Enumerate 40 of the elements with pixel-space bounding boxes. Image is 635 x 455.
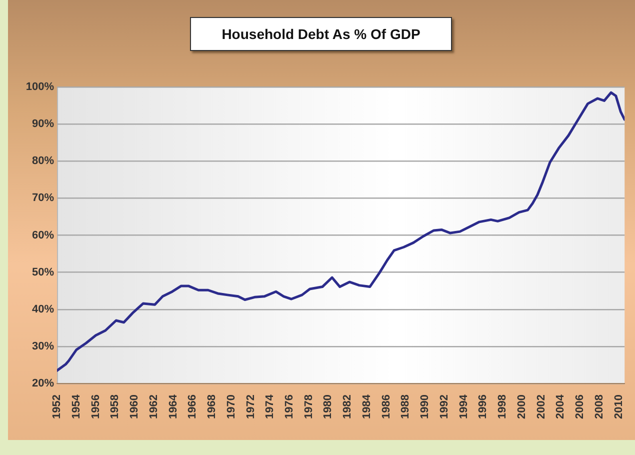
y-tick-label: 70% — [32, 192, 54, 204]
x-tick-label: 1976 — [283, 394, 296, 420]
x-tick-label: 1994 — [458, 394, 470, 420]
x-tick-label: 1962 — [148, 394, 160, 420]
x-tick-label: 1956 — [90, 394, 102, 420]
x-tick-label: 1980 — [322, 394, 334, 420]
x-tick-label: 2002 — [535, 394, 548, 420]
y-tick-label: 60% — [32, 229, 54, 242]
x-tick-label: 1970 — [225, 394, 238, 420]
x-tick-label: 1954 — [70, 394, 82, 420]
y-tick-label: 80% — [32, 155, 54, 168]
x-tick-label: 2000 — [516, 394, 528, 420]
y-tick-label: 100% — [26, 81, 54, 94]
x-tick-label: 1998 — [496, 394, 509, 420]
x-tick-label: 1960 — [128, 394, 141, 420]
y-tick-label: 30% — [32, 340, 54, 352]
x-tick-label: 1968 — [206, 394, 218, 420]
x-tick-label: 1988 — [400, 394, 412, 420]
x-tick-label: 2004 — [554, 394, 567, 420]
x-tick-label: 1986 — [380, 394, 392, 420]
x-tick-label: 1992 — [438, 394, 450, 420]
x-tick-label: 1978 — [302, 394, 315, 420]
x-tick-label: 1984 — [360, 394, 373, 420]
y-tick-label: 50% — [32, 266, 54, 278]
x-tick-label: 1958 — [109, 394, 122, 420]
y-tick-label: 40% — [32, 303, 54, 316]
x-tick-label: 1964 — [167, 394, 180, 420]
x-tick-label: 1996 — [477, 394, 490, 420]
x-tick-label: 2006 — [574, 394, 586, 420]
x-tick-label: 1990 — [419, 394, 432, 420]
y-tick-label: 90% — [32, 118, 54, 130]
x-tick-label: 1982 — [342, 394, 354, 420]
x-tick-label: 1972 — [244, 394, 257, 420]
chart-title: Household Debt As % Of GDP — [190, 17, 452, 51]
x-tick-label: 1966 — [186, 394, 199, 420]
x-tick-label: 1974 — [264, 394, 276, 420]
x-tick-label: 2008 — [593, 394, 606, 420]
x-tick-label: 1952 — [51, 394, 64, 420]
y-tick-label: 20% — [32, 378, 54, 390]
x-tick-label: 2010 — [612, 394, 625, 420]
